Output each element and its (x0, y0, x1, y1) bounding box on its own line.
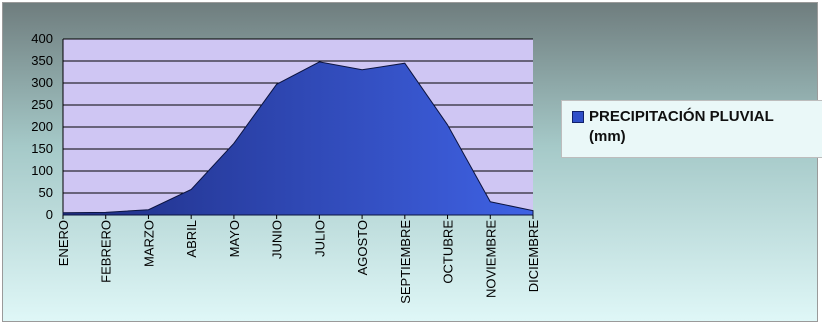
legend-label: PRECIPITACIÓN PLUVIAL (mm) (589, 107, 774, 147)
area-chart: 0 50 100 150 200 250 300 350 400 ENERO FEBRERO MAR… (31, 31, 541, 304)
legend-label-line1: PRECIPITACIÓN PLUVIAL (589, 108, 774, 125)
x-tick-label: MAYO (227, 220, 242, 257)
legend: PRECIPITACIÓN PLUVIAL (mm) (561, 100, 822, 158)
x-tick-label: DICIEMBRE (526, 220, 541, 293)
y-tick-label: 150 (31, 141, 53, 156)
legend-swatch (572, 111, 584, 123)
y-tick-label: 400 (31, 31, 53, 46)
y-axis-ticks: 0 50 100 150 200 250 300 350 400 (31, 31, 53, 222)
x-axis-ticks: ENERO FEBRERO MARZO ABRIL MAYO JUNIO JULIO AGOS… (56, 215, 541, 304)
x-tick-label: OCTUBRE (441, 220, 456, 284)
x-tick-label: ABRIL (184, 220, 199, 258)
x-tick-label: MARZO (141, 220, 156, 267)
x-tick-label: FEBRERO (99, 220, 114, 283)
y-tick-label: 100 (31, 163, 53, 178)
series-area (62, 61, 534, 216)
y-tick-label: 300 (31, 75, 53, 90)
x-tick-label: NOVIEMBRE (483, 220, 498, 298)
x-tick-label: SEPTIEMBRE (398, 220, 413, 304)
y-tick-label: 200 (31, 119, 53, 134)
x-tick-label: ENERO (56, 220, 71, 266)
y-tick-label: 250 (31, 97, 53, 112)
legend-label-line2: (mm) (589, 128, 626, 145)
y-tick-label: 50 (39, 185, 53, 200)
x-tick-label: JULIO (312, 220, 327, 257)
y-tick-label: 350 (31, 53, 53, 68)
x-tick-label: AGOSTO (355, 220, 370, 275)
y-tick-label: 0 (46, 207, 53, 222)
legend-entry: PRECIPITACIÓN PLUVIAL (mm) (572, 107, 814, 147)
x-tick-label: JUNIO (270, 220, 285, 259)
